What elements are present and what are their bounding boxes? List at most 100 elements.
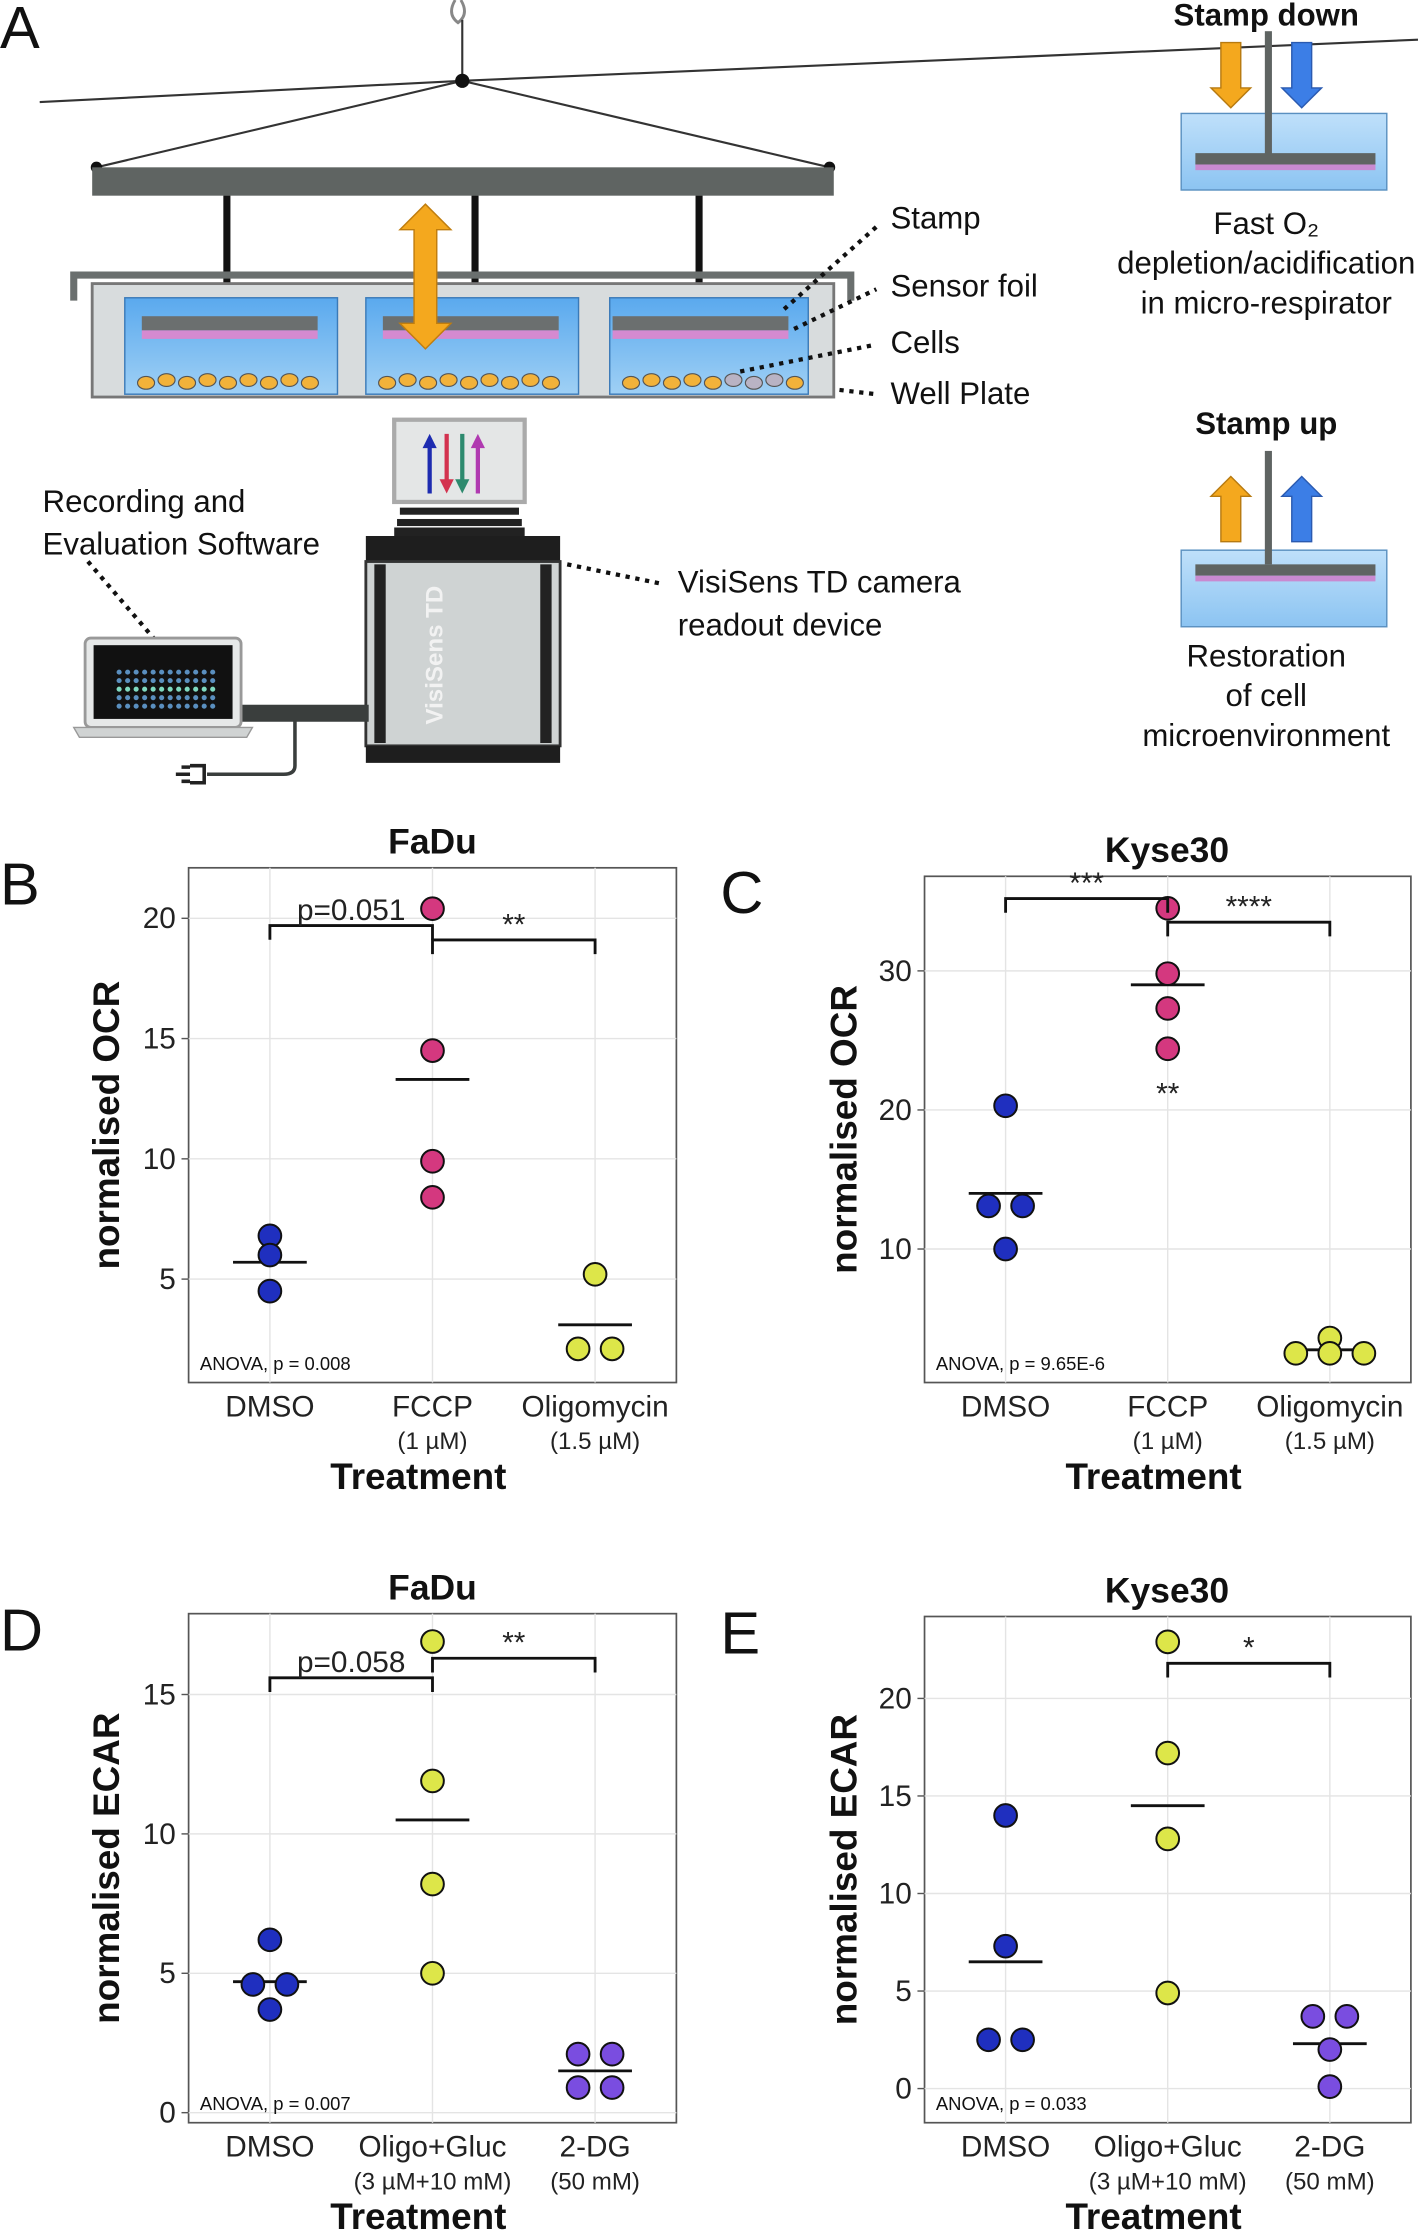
screen-dot (116, 703, 122, 709)
data-point (257, 1997, 283, 2022)
cell (439, 373, 458, 387)
software-label: Evaluation Software (43, 526, 320, 561)
plug (175, 763, 206, 785)
data-point (993, 1933, 1018, 1959)
data-point (1300, 2004, 1326, 2029)
panel-a: A (0, 0, 1418, 785)
label-cells: Cells (891, 325, 960, 360)
data-point (240, 1972, 266, 1997)
cell (521, 373, 540, 387)
x-tick-label: DMSO (225, 2131, 314, 2164)
y-tick-label: 10 (879, 1233, 912, 1266)
y-tick-label: 10 (143, 1143, 176, 1176)
screen-dot (150, 695, 156, 701)
screen-dot (142, 669, 148, 675)
data-point (420, 1629, 445, 1654)
screen-dot (125, 695, 131, 701)
power-cord (207, 720, 297, 776)
arrow (1280, 475, 1324, 543)
panel-label: C (720, 859, 763, 926)
arrow (1280, 41, 1324, 109)
cell (177, 375, 197, 390)
y-axis-title: normalised ECAR (86, 1713, 127, 2024)
stamp-up-text: microenvironment (1142, 718, 1390, 753)
screen-dot (116, 678, 122, 684)
label-stamp: Stamp (891, 200, 981, 235)
camera-rail (540, 564, 552, 744)
significance-label: **** (1226, 891, 1273, 924)
cell (280, 373, 299, 387)
y-tick-label: 30 (879, 955, 912, 988)
significance-label: p=0.058 (297, 1646, 405, 1679)
screen-dot (167, 678, 173, 684)
data-point (599, 2075, 625, 2100)
screen-dot (201, 669, 207, 675)
screen-dot (176, 703, 182, 709)
data-point (599, 2041, 625, 2067)
chart-title: Kyse30 (1105, 830, 1229, 870)
significance-bracket (268, 1676, 434, 1692)
cell (500, 375, 520, 390)
camera-label: VisiSens TD camera (678, 565, 962, 600)
screen-dot (167, 703, 173, 709)
anova-label: ANOVA, p = 9.65E-6 (936, 1353, 1105, 1374)
chart-title: FaDu (388, 822, 477, 862)
data-point (976, 1193, 1001, 1219)
significance-bracket (431, 1656, 597, 1673)
sensor-foil (141, 330, 318, 339)
cell (765, 373, 784, 387)
cell (157, 373, 176, 387)
y-tick-label: 10 (143, 1818, 176, 1851)
stamp-up-text: Restoration (1187, 638, 1346, 673)
sensor-foil (382, 330, 559, 339)
screen-dot (159, 686, 165, 692)
data-point (257, 1242, 283, 1268)
screen-dot (116, 695, 122, 701)
x-tick-note: (1.5 µM) (1285, 1428, 1375, 1455)
screen-dot (201, 686, 207, 692)
significance-label: ** (502, 1627, 526, 1660)
data-point (1317, 2037, 1343, 2062)
mini-well (1180, 112, 1388, 191)
camera-body (364, 560, 562, 748)
data-point (1317, 2074, 1343, 2099)
data-point (420, 1148, 445, 1174)
camera-rail (374, 564, 386, 744)
screen-dot (125, 703, 131, 709)
data-point (993, 1236, 1018, 1262)
plate (397, 518, 522, 527)
screen-dot (210, 669, 216, 675)
y-tick-label: 0 (159, 2097, 176, 2130)
y-tick-label: 5 (159, 1957, 176, 1990)
data-point (1155, 1629, 1181, 1655)
significance-bracket (431, 938, 597, 955)
x-tick-label: Oligomycin (1256, 1391, 1403, 1424)
y-tick-label: 0 (895, 2072, 912, 2105)
data-point (420, 1768, 445, 1794)
data-point (1155, 1826, 1181, 1852)
data-point (1351, 1340, 1377, 1366)
panel-label: B (0, 851, 40, 918)
screen-dot (150, 686, 156, 692)
x-tick-note: (3 µM+10 mM) (1089, 2168, 1247, 2195)
x-tick-note: (1.5 µM) (550, 1428, 640, 1455)
screen-dot (193, 669, 199, 675)
x-tick-note: (3 µM+10 mM) (354, 2168, 512, 2195)
screen-dot (150, 669, 156, 675)
data-point (420, 896, 445, 922)
label-well-plate: Well Plate (891, 376, 1031, 411)
cable (241, 704, 369, 722)
cell (683, 373, 702, 387)
screen-dot (167, 695, 173, 701)
stamp-bar (92, 167, 834, 196)
y-axis-title: normalised OCR (86, 981, 127, 1270)
screen-dot (133, 686, 139, 692)
x-axis-title: Treatment (1065, 1456, 1241, 1497)
mini-foil (1195, 164, 1376, 171)
significance-bracket (268, 924, 434, 940)
screen-dot (142, 695, 148, 701)
stamp-down-title: Stamp down (1174, 0, 1359, 33)
x-tick-label: Oligo+Gluc (1094, 2131, 1242, 2164)
data-point (1317, 1340, 1343, 1366)
data-point (565, 1336, 591, 1362)
